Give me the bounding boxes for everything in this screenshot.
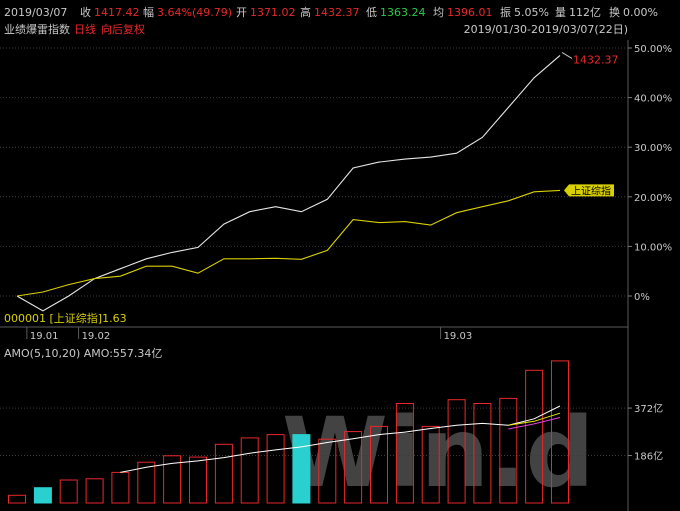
y-tick-label: 50.00% bbox=[634, 44, 672, 55]
volume-bar bbox=[499, 397, 518, 504]
x-tick-label: 19.01 bbox=[30, 331, 59, 342]
watermark-logo: Win.d bbox=[282, 397, 594, 509]
y-tick-label: 0% bbox=[634, 292, 650, 303]
y-tick-label: 40.00% bbox=[634, 94, 672, 105]
volume-bar bbox=[318, 438, 337, 504]
volume-bar bbox=[473, 403, 492, 504]
x-tick-label: 19.02 bbox=[82, 331, 111, 342]
close-label: 收 bbox=[80, 5, 91, 19]
low-value: 1363.24 bbox=[380, 6, 426, 19]
volume-amo20-line bbox=[508, 417, 561, 430]
series-line-index bbox=[16, 54, 561, 312]
max-value-label: 1432.37 bbox=[573, 53, 619, 66]
volume-bar bbox=[163, 455, 182, 504]
main-grid bbox=[0, 47, 628, 297]
close-value: 1417.42 bbox=[94, 6, 140, 19]
volume-bar bbox=[137, 461, 156, 504]
amplitude-label: 振 bbox=[500, 5, 511, 19]
y-tick-label: 30.00% bbox=[634, 143, 672, 154]
volume-bar bbox=[370, 425, 388, 504]
volume-bar bbox=[189, 456, 207, 504]
low-label: 低 bbox=[366, 6, 377, 19]
volume-amo5-line bbox=[120, 405, 561, 473]
volume-bar bbox=[240, 437, 259, 504]
main-series bbox=[16, 54, 561, 312]
main-x-ticks: 19.01 19.02 19.03 bbox=[26, 327, 473, 342]
date-range: 2019/01/30-2019/03/07(22日) bbox=[464, 23, 628, 36]
x-tick-label: 19.03 bbox=[444, 331, 473, 342]
amo-legend: AMO(5,10,20) AMO:557.34亿 bbox=[4, 347, 162, 360]
volume-y-ticks: 186亿 372亿 bbox=[628, 402, 663, 463]
volume-bar bbox=[8, 494, 26, 504]
volume-bar bbox=[214, 443, 233, 504]
compare-tag-label: 上证综指 bbox=[571, 184, 611, 197]
change-value: 3.64%(49.79) bbox=[157, 6, 232, 19]
volume-bar bbox=[111, 471, 130, 504]
volume-bar bbox=[551, 360, 569, 504]
avg-label: 均 bbox=[433, 6, 444, 19]
period-selector[interactable]: 日线 bbox=[74, 22, 96, 36]
compare-legend: 000001 [上证综指]1.63 bbox=[4, 311, 127, 325]
volume-label: 量 bbox=[555, 6, 566, 19]
main-y-ticks: 0% 10.00% 20.00% 30.00% 40.00% 50.00% bbox=[628, 44, 672, 303]
volume-bars bbox=[8, 360, 569, 504]
main-annotations: 1432.37 上证综指 000001 [上证综指]1.63 bbox=[4, 52, 619, 325]
index-name: 业绩爆雷指数 bbox=[4, 22, 70, 36]
volume-ma-lines bbox=[120, 405, 561, 473]
volume-bar bbox=[292, 434, 311, 504]
amplitude-value: 5.05% bbox=[514, 6, 549, 19]
series-line-shanghai-composite bbox=[16, 189, 561, 297]
volume-bar bbox=[266, 434, 285, 504]
volume-bar bbox=[447, 399, 466, 504]
volume-bar bbox=[59, 479, 78, 504]
max-pointer-line bbox=[561, 52, 573, 59]
compare-tag bbox=[564, 184, 614, 197]
adjust-selector[interactable]: 向后复权 bbox=[101, 22, 145, 36]
high-label: 高 bbox=[300, 5, 311, 19]
turnover-label: 换 bbox=[609, 5, 620, 19]
volume-amo10-line bbox=[508, 412, 561, 426]
volume-bar bbox=[33, 487, 52, 504]
header-date: 2019/03/07 bbox=[4, 6, 67, 19]
volume-bar bbox=[344, 431, 363, 504]
open-value: 1371.02 bbox=[250, 6, 296, 19]
y-tick-label: 20.00% bbox=[634, 193, 672, 204]
volume-value: 112亿 bbox=[569, 6, 601, 19]
open-label: 开 bbox=[236, 6, 247, 19]
volume-tick-label: 186亿 bbox=[634, 450, 663, 463]
volume-bar bbox=[395, 403, 414, 504]
high-value: 1432.37 bbox=[314, 6, 360, 19]
avg-value: 1396.01 bbox=[447, 6, 493, 19]
volume-tick-label: 372亿 bbox=[634, 402, 663, 415]
volume-bar bbox=[525, 369, 544, 504]
volume-bar bbox=[85, 478, 104, 504]
volume-bar bbox=[421, 425, 440, 504]
y-tick-label: 10.00% bbox=[634, 242, 672, 253]
change-label: 幅 bbox=[143, 6, 154, 19]
turnover-value: 0.00% bbox=[623, 6, 658, 19]
